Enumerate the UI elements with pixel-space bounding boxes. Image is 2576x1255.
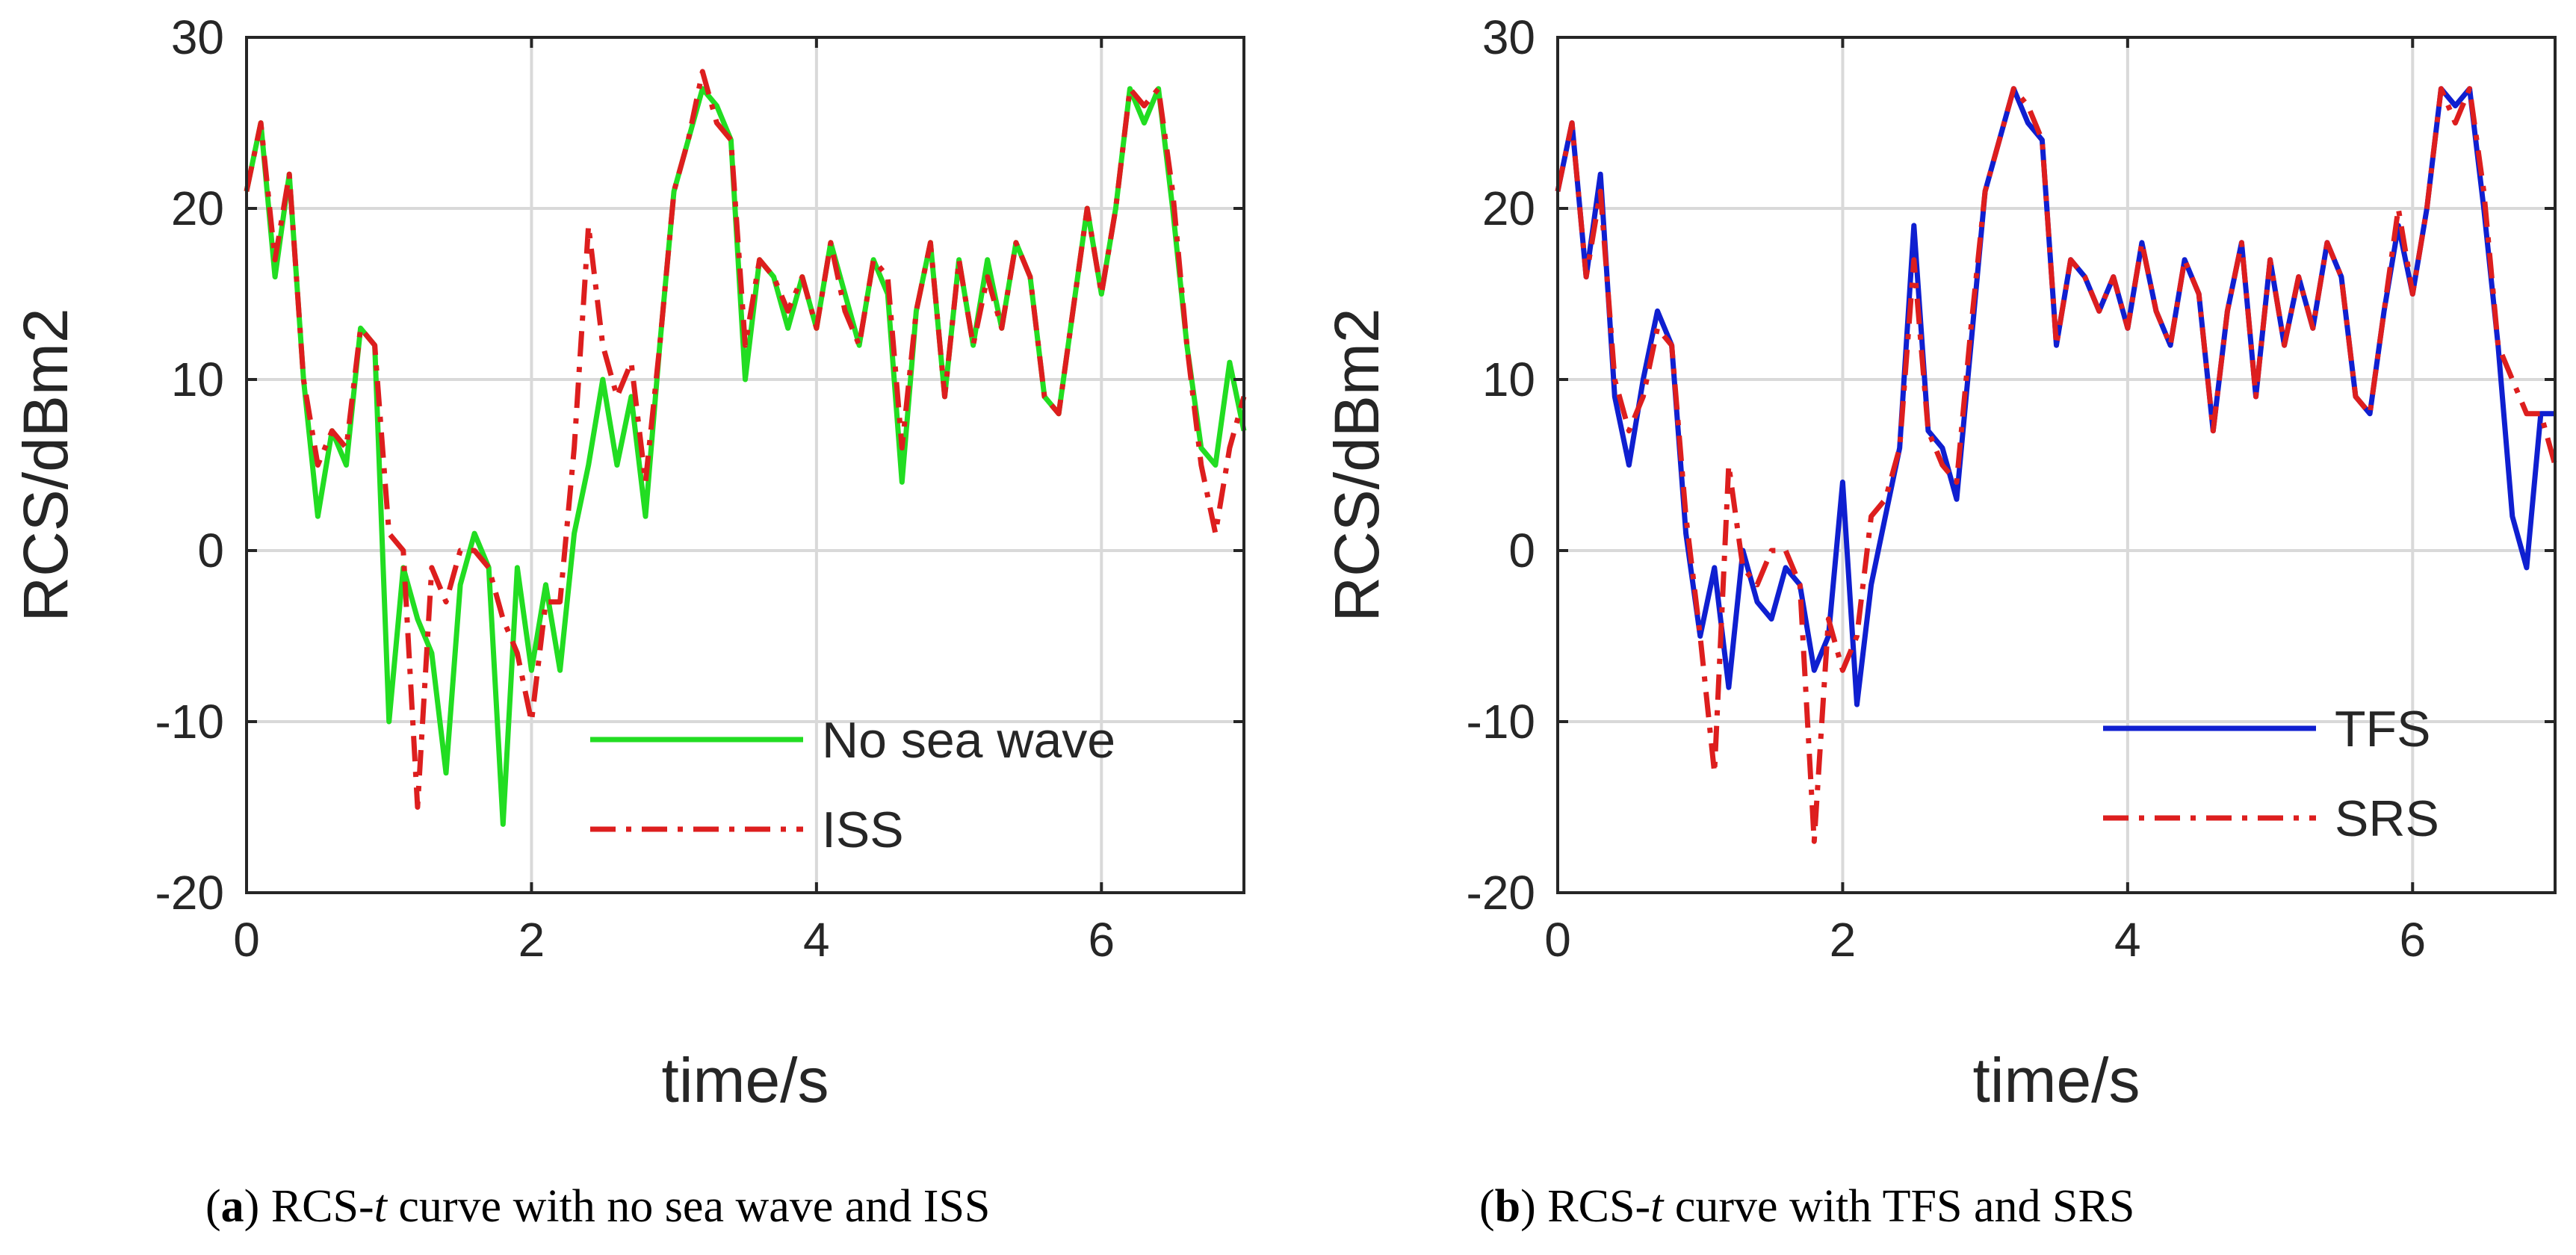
panel-b-ytick-label-1: -10 bbox=[1467, 695, 1536, 749]
panel-b-chart: 0 2 4 6 -20 -10 0 10 20 30 time/s RCS/dBm2 TFS SRS bbox=[1322, 10, 2558, 1115]
caption-a: (a) RCS-t curve with no sea wave and ISS bbox=[205, 1181, 991, 1232]
caption-a-letter: a bbox=[220, 1181, 244, 1232]
panel-b-ytick-label-0: -20 bbox=[1467, 866, 1536, 920]
panel-a-xtick-label-0: 0 bbox=[233, 913, 260, 967]
panel-a-legend-label-0: No sea wave bbox=[822, 712, 1115, 769]
panel-a-chart: 0 2 4 6 -20 -10 0 10 20 30 time/s RCS/dBm2 No sea wa… bbox=[10, 10, 1247, 1115]
panel-a-axes-box bbox=[245, 36, 1245, 894]
panel-a-xtick-label-2: 4 bbox=[803, 913, 830, 967]
panel-b-xtick-label-0: 0 bbox=[1544, 913, 1571, 967]
caption-b-text1: RCS- bbox=[1535, 1181, 1651, 1232]
panel-a-xtick-label-3: 6 bbox=[1088, 913, 1115, 967]
panel-b-xtick-label-2: 4 bbox=[2114, 913, 2141, 967]
panel-a-series-0-line bbox=[244, 86, 1247, 827]
panel-a-legend-label-1: ISS bbox=[822, 802, 904, 858]
caption-a-text2: curve with no sea wave and ISS bbox=[386, 1181, 991, 1232]
panel-b-axes-box bbox=[1556, 36, 2557, 894]
panel-b-ytick-label-2: 0 bbox=[1508, 524, 1535, 577]
panel-b-ytick-label-3: 10 bbox=[1482, 353, 1535, 406]
panel-b-legend-label-0: TFS bbox=[2335, 701, 2430, 757]
panel-b-xtick-label-3: 6 bbox=[2399, 913, 2426, 967]
panel-b-ytick-label-4: 20 bbox=[1482, 182, 1535, 235]
panel-b-series-1-line bbox=[1555, 86, 2558, 844]
panel-a-xlabel: time/s bbox=[661, 1045, 829, 1115]
panel-a-ytick-label-2: 0 bbox=[197, 524, 224, 577]
panel-b-legend-label-1: SRS bbox=[2335, 790, 2439, 847]
caption-a-italic: t bbox=[374, 1181, 387, 1232]
panel-a-ytick-label-0: -20 bbox=[155, 866, 225, 920]
panel-a-xtick-label-1: 2 bbox=[518, 913, 545, 967]
panel-b-xlabel: time/s bbox=[1972, 1045, 2140, 1115]
panel-a-ytick-label-4: 20 bbox=[171, 182, 224, 235]
caption-b-letter: b bbox=[1494, 1181, 1521, 1232]
caption-a-text1: RCS- bbox=[259, 1181, 374, 1232]
caption-b-italic: t bbox=[1650, 1181, 1664, 1232]
panel-a-ytick-label-3: 10 bbox=[171, 353, 224, 406]
panel-b-ylabel: RCS/dBm2 bbox=[1322, 308, 1392, 622]
panel-b-ytick-label-5: 30 bbox=[1482, 10, 1535, 64]
panel-a-series-1-line bbox=[244, 69, 1247, 810]
caption-b: (b) RCS-t curve with TFS and SRS bbox=[1479, 1181, 2135, 1232]
panel-b-xtick-label-1: 2 bbox=[1830, 913, 1857, 967]
panel-a-ytick-label-1: -10 bbox=[155, 695, 225, 749]
caption-b-text2: curve with TFS and SRS bbox=[1663, 1181, 2135, 1232]
panel-a-ytick-label-5: 30 bbox=[171, 10, 224, 64]
panel-a-ylabel: RCS/dBm2 bbox=[10, 308, 81, 622]
